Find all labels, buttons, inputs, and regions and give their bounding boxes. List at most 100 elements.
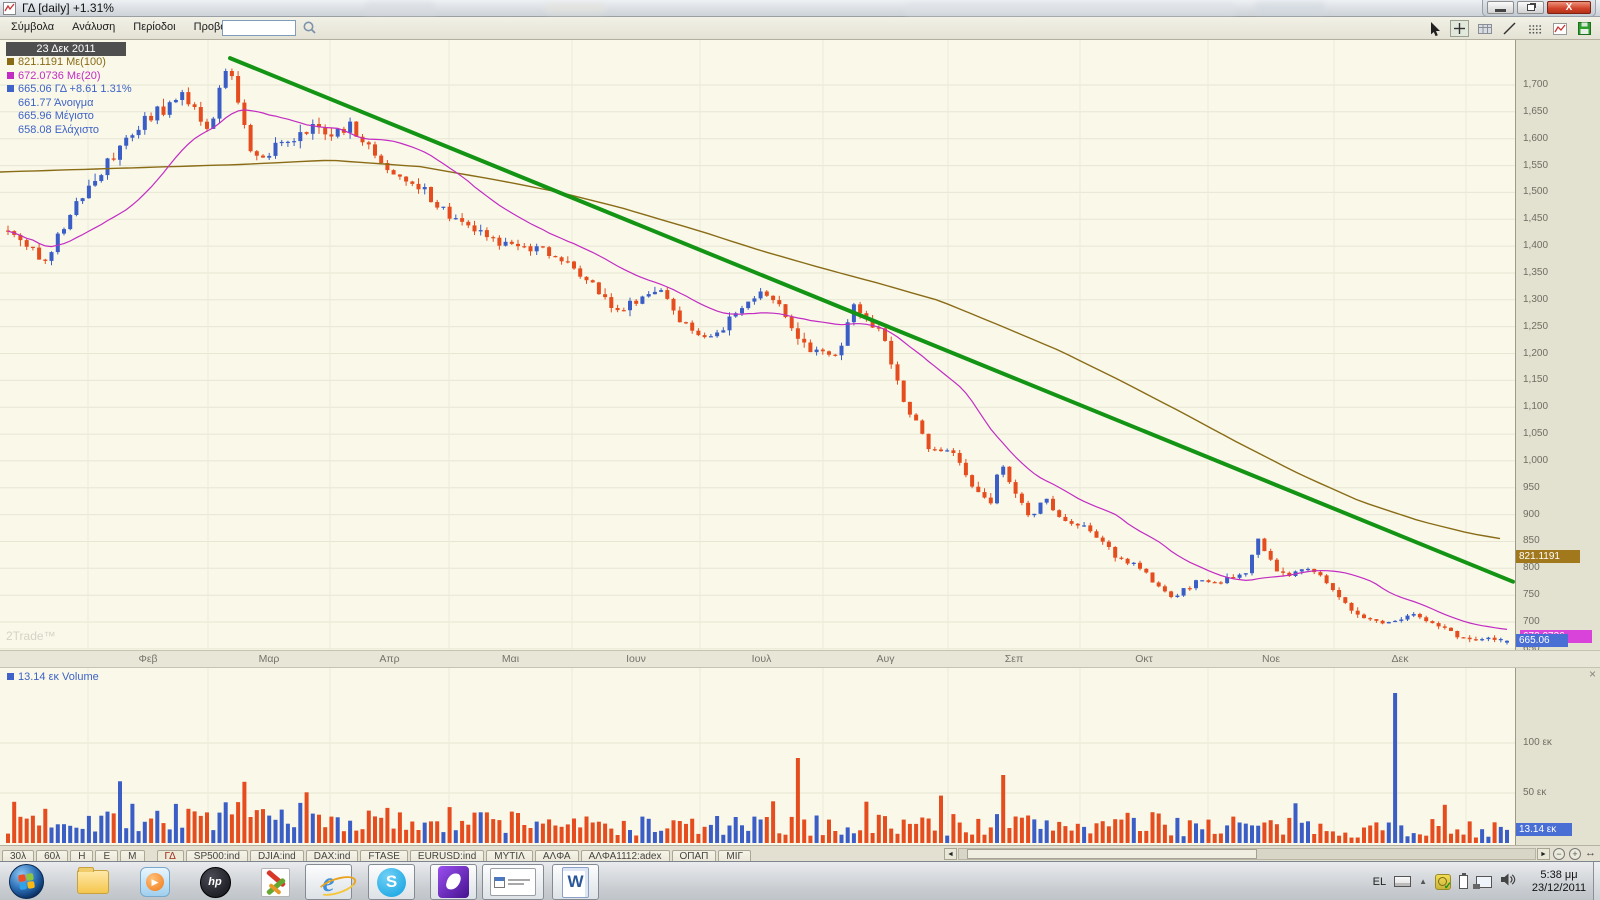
svg-text:2Trade™: 2Trade™ [6,629,56,643]
trendline-tool-icon[interactable] [1500,20,1519,37]
symbol-tab-bar: 30λ 60λ Η Ε Μ ΓΔ SP500:ind DJIA:ind DAX:ind FTASE… [0,845,1600,865]
symbol-search-input[interactable] [222,20,296,36]
month-label-Φεβ: Φεβ [138,653,158,665]
document-app-taskbar-button[interactable] [482,864,544,900]
fit-width-button[interactable]: ↔ [1585,847,1596,859]
month-label-Νοε: Νοε [1261,653,1281,665]
hp-taskbar-icon[interactable]: hp [196,865,234,899]
legend-line: 821.1191 Με(100) [6,56,132,70]
crosshair-tool-icon[interactable] [1450,20,1469,37]
scrollbar-track[interactable] [958,848,1536,860]
close-volume-pane-icon[interactable]: × [1588,667,1596,681]
internet-explorer-taskbar-button[interactable]: e [305,864,352,900]
candlestick-chart: 2Trade™ [0,40,1515,650]
search-icon[interactable] [302,20,317,40]
background-window-fragment [905,2,1235,15]
tray-time: 5:38 μμ [1540,868,1578,881]
chart-app-icon [3,2,16,15]
price-tick-850: 850 [1523,535,1540,547]
price-tick-1500: 1,500 [1523,186,1549,198]
show-desktop-button[interactable] [1593,862,1600,900]
antivirus-icon[interactable]: ✓ [1435,873,1452,891]
pointer-tool-icon[interactable] [1425,20,1444,37]
word-taskbar-button[interactable]: W [552,864,599,900]
zoom-in-button[interactable]: + [1569,848,1581,860]
legend-line: 665.96 Μέγιστο [18,110,94,123]
legend-date: 23 Δεκ 2011 [6,42,126,56]
restore-button[interactable] [1517,1,1544,14]
minimize-button[interactable] [1487,1,1514,14]
month-label-Σεπ: Σεπ [1004,653,1024,665]
clock[interactable]: 5:38 μμ 23/12/2011 [1524,869,1594,895]
price-tick-1200: 1,200 [1523,347,1549,359]
menu-item-Σύμβολα[interactable]: Σύμβολα [11,21,55,33]
price-chart-pane[interactable]: 2Trade™ 650 700 750 800 850 900 950 1,000 1,050 1… [0,40,1600,654]
volume-pane[interactable]: 13.14 εκ Volume × 13.14 εκ 100 εκ 50 εκ [0,668,1600,845]
hidden-icons-arrow[interactable]: ▲ [1419,877,1427,886]
speaker-icon[interactable] [1500,872,1516,892]
price-tick-1050: 1,050 [1523,428,1549,440]
price-tick-800: 800 [1523,562,1540,574]
price-tick-1300: 1,300 [1523,293,1549,305]
window-title: ΓΔ [daily] +1.31% [22,1,114,15]
price-tick-1250: 1,250 [1523,320,1549,332]
language-indicator[interactable]: EL [1372,875,1387,888]
month-label-Οκτ: Οκτ [1135,653,1153,665]
price-tick-950: 950 [1523,481,1540,493]
background-window-fragment [1255,2,1325,14]
scroll-left-button[interactable]: ◄ [944,848,957,860]
price-tick-1600: 1,600 [1523,132,1549,144]
volume-axis: × 13.14 εκ 100 εκ 50 εκ [1515,668,1600,845]
volume-tick-50: 50 εκ [1523,787,1547,798]
battery-icon[interactable] [1459,872,1468,889]
menu-item-Ανάλυση[interactable]: Ανάλυση [72,21,116,33]
window-controls: X [1482,0,1596,17]
price-tick-650: 650 [1523,642,1540,654]
picture-manager-taskbar-icon[interactable] [256,865,294,899]
price-tick-1350: 1,350 [1523,266,1549,278]
chart-legend: 23 Δεκ 2011 821.1191 Με(100) 672.0736 Με(… [6,42,132,138]
volume-current-tag: 13.14 εκ [1516,823,1572,836]
explorer-taskbar-icon[interactable] [74,865,112,899]
month-label-Ιουλ: Ιουλ [751,653,772,665]
purple-app-taskbar-button[interactable] [430,864,477,900]
volume-chart [0,668,1515,845]
price-tick-1450: 1,450 [1523,213,1549,225]
keyboard-icon[interactable] [1394,876,1412,887]
price-tick-1550: 1,550 [1523,159,1549,171]
price-tick-1650: 1,650 [1523,105,1549,117]
zoom-out-button[interactable]: − [1553,848,1565,860]
skype-taskbar-button[interactable]: S [368,864,415,900]
windows-taskbar: ▶ hp e S W EL ▲ ✓ 5:38 μμ [0,861,1600,900]
close-button[interactable]: X [1547,1,1591,14]
scrollbar-thumb[interactable] [967,849,1257,859]
price-tick-900: 900 [1523,508,1540,520]
background-window-fragment [365,2,435,15]
legend-line: 661.77 Άνοιγμα [18,96,94,109]
month-label-Ιουν: Ιουν [626,653,646,665]
menu-bar: Σύμβολα Ανάλυση Περίοδοι Προβολή [0,17,1600,40]
price-tick-1400: 1,400 [1523,240,1549,252]
month-label-Μαρ: Μαρ [258,653,280,665]
grid-tool-icon[interactable] [1475,20,1494,37]
month-label-Αυγ: Αυγ [876,653,895,665]
pattern-tool-icon[interactable] [1525,20,1544,37]
start-button[interactable] [9,864,44,899]
price-tick-1150: 1,150 [1523,374,1549,386]
time-axis: Φεβ Μαρ Απρ Μαι Ιουν Ιουλ Αυγ Σεπ Οκτ Νοε Δεκ [0,650,1600,668]
save-tool-icon[interactable] [1575,20,1594,37]
chart-toolbar [1425,19,1594,38]
media-player-taskbar-icon[interactable]: ▶ [136,865,174,899]
price-tick-700: 700 [1523,616,1540,627]
legend-line: 665.06 ΓΔ +8.61 1.31% [6,83,132,97]
price-tick-1700: 1,700 [1523,79,1549,90]
network-icon[interactable] [1473,875,1492,889]
chart-style-tool-icon[interactable] [1550,20,1569,37]
scroll-right-button[interactable]: ► [1537,848,1550,860]
background-window-fragment [545,3,605,14]
legend-line: 672.0736 Με(20) [6,70,132,84]
price-tag-821.1191: 821.1191 [1516,549,1580,563]
price-tag-665.06: 665.06 [1516,633,1568,647]
menu-item-Περίοδοι[interactable]: Περίοδοι [133,21,176,33]
